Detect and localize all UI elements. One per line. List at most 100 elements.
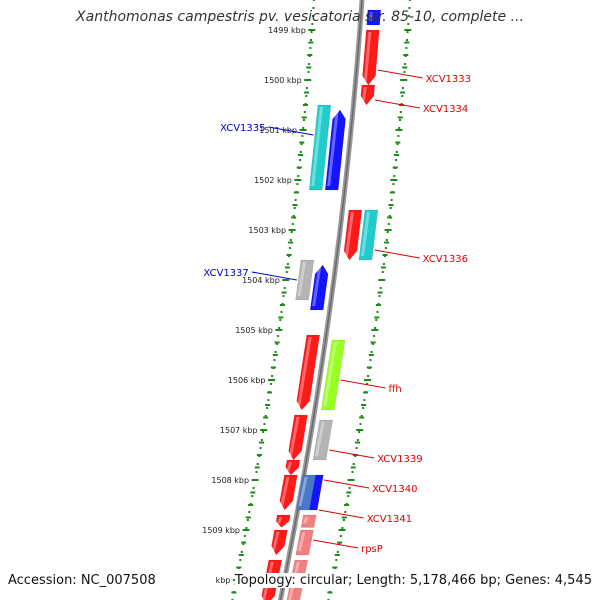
ruler-dot	[373, 335, 376, 337]
gene-label[interactable]: XCV1339	[377, 454, 422, 465]
ruler-dot	[404, 63, 407, 65]
tick-mark	[361, 404, 367, 406]
leader-line	[340, 379, 386, 389]
tick-mark	[299, 129, 307, 131]
gene-label[interactable]: XCV1334	[423, 104, 468, 115]
gene-highlight	[298, 477, 308, 506]
gene-feature	[358, 209, 379, 261]
ruler-dot	[359, 423, 362, 425]
gene-feature	[275, 514, 291, 528]
ruler-dot	[243, 535, 246, 537]
tick-mark	[241, 541, 247, 544]
tick-mark	[286, 254, 292, 256]
gene-label[interactable]: XCV1336	[423, 254, 468, 265]
ruler-dot	[293, 207, 296, 209]
tick-mark	[292, 204, 298, 206]
gene-label[interactable]: ffh	[389, 384, 402, 395]
gene-feature	[362, 29, 380, 86]
ruler-dot	[405, 47, 408, 49]
leader-line	[324, 479, 370, 489]
gene-highlight	[360, 212, 370, 256]
tick-label: 1502 kbp	[254, 176, 292, 185]
gene-label[interactable]: XCV1335	[220, 123, 265, 134]
ruler-dot	[264, 415, 267, 417]
ruler-dot	[399, 111, 402, 113]
tick-mark	[359, 416, 365, 419]
tick-mark	[306, 66, 312, 69]
ruler-dot	[370, 351, 373, 353]
gene-highlight	[312, 267, 322, 306]
ruler-dot	[408, 7, 411, 9]
ruler-dot	[267, 399, 270, 401]
ruler-dot	[301, 135, 304, 137]
tick-mark	[242, 529, 250, 531]
accession-text: Accession: NC_007508	[8, 573, 156, 588]
tick-mark	[274, 341, 280, 344]
ruler-dot	[406, 39, 408, 41]
tick-mark	[338, 529, 346, 531]
ruler-dot	[252, 487, 255, 489]
gene-feature	[366, 9, 382, 26]
tick-mark	[384, 241, 390, 244]
ruler-dot	[289, 239, 292, 241]
ruler-dot	[363, 399, 366, 401]
ruler-dot	[303, 111, 306, 113]
ruler-dot	[259, 447, 262, 449]
tick-mark	[307, 54, 313, 56]
tick-mark	[374, 316, 380, 319]
tick-mark	[279, 304, 285, 306]
tick-mark	[378, 279, 386, 281]
tick-mark	[288, 241, 294, 244]
gene-label[interactable]: XCV1337	[203, 268, 248, 279]
ruler-dot	[406, 31, 409, 33]
tick-mark	[397, 116, 403, 119]
tick-mark	[272, 354, 278, 356]
tick-mark	[356, 429, 364, 431]
leader-line	[377, 69, 423, 79]
gene-highlight	[344, 212, 354, 256]
ruler-dot	[309, 47, 312, 49]
tick-mark	[304, 79, 312, 81]
gene-feature	[296, 334, 320, 411]
ruler-dot	[397, 135, 400, 137]
ruler-dot	[290, 231, 293, 233]
gene-feature	[324, 109, 346, 191]
tick-mark	[250, 491, 256, 494]
ruler-dot	[308, 63, 311, 65]
gene-label[interactable]: XCV1341	[367, 514, 412, 525]
ruler-dot	[294, 199, 297, 201]
ruler-dot	[344, 511, 347, 513]
ruler-dot	[387, 223, 390, 225]
tick-mark	[389, 191, 395, 194]
ruler-dot	[376, 311, 379, 313]
leader-line	[318, 509, 364, 519]
gene-label[interactable]: XCV1340	[372, 484, 417, 495]
gene-highlight	[277, 517, 283, 524]
gene-highlight	[311, 107, 323, 186]
tick-mark	[245, 516, 251, 519]
ruler-dot	[307, 71, 310, 73]
tick-mark	[259, 441, 264, 444]
ruler-dot	[402, 87, 404, 89]
ruler-dot	[362, 407, 365, 409]
ruler-dot	[299, 159, 301, 161]
ruler-dot	[251, 495, 254, 497]
gene-highlight	[323, 342, 337, 406]
leader-line	[313, 539, 359, 549]
ruler-dot	[365, 383, 368, 385]
ruler-dot	[296, 183, 299, 185]
ruler-dot	[312, 7, 315, 9]
gene-label[interactable]: XCV1333	[426, 74, 471, 85]
ruler-dot	[311, 15, 314, 17]
tick-mark	[288, 229, 296, 231]
tick-mark	[254, 466, 260, 469]
tick-mark	[395, 129, 403, 131]
tick-mark	[404, 29, 412, 31]
tick-mark	[388, 204, 394, 206]
gene-label[interactable]: rpsP	[361, 544, 383, 555]
gene-highlight	[315, 422, 325, 456]
ruler-dot	[240, 551, 243, 553]
gene-feature	[309, 264, 329, 311]
tick-label: 1499 kbp	[268, 26, 306, 35]
gene-feature	[279, 474, 298, 511]
